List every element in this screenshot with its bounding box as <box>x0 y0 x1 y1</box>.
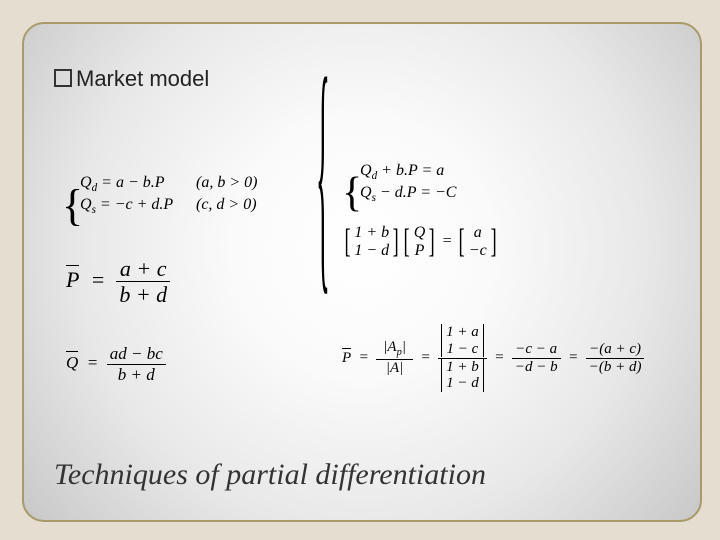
det-den-2: 1 − d <box>446 375 479 392</box>
det-num-2: 1 − c <box>446 341 479 358</box>
pbar-den: b + d <box>116 281 170 307</box>
m-x2: P <box>413 242 427 260</box>
eqn-p-determinant: P = |Ap| |A| = 1 + a1 − c 1 + b1 − d = −… <box>342 324 644 393</box>
eqn-qd: Qd = a − b.P <box>80 174 165 195</box>
m-a11: 1 + b <box>353 224 390 242</box>
eqn-r1: Qd + b.P = a <box>360 162 444 183</box>
heading-text: Market model <box>76 66 209 91</box>
footer-title: Techniques of partial differentiation <box>54 458 486 492</box>
det-num-1: 1 + a <box>446 324 479 341</box>
det-den-1: 1 + b <box>446 359 479 376</box>
brace-right-big: { <box>316 22 330 324</box>
eqn-qs: Qs = −c + d.P <box>80 196 173 217</box>
matrix-eqn: [ 1 + b 1 − d ][ Q P ] = [ a −c ] <box>342 224 499 259</box>
qbar-den: b + d <box>107 364 166 385</box>
rhs1-num: −c − a <box>512 341 561 358</box>
eqn-r2: Qs − d.P = −C <box>360 184 456 205</box>
m-a21: 1 − d <box>353 242 390 260</box>
pbar-lhs: P <box>66 265 79 292</box>
m-x1: Q <box>413 224 427 242</box>
pbar-num: a + c <box>116 256 170 281</box>
cond-ab: (a, b > 0) <box>196 174 257 192</box>
bullet-box-icon <box>54 69 72 87</box>
rhs2-den: −(b + d) <box>586 358 645 376</box>
slide-heading: Market model <box>54 66 209 92</box>
eqn-qbar: Q = ad − bc b + d <box>66 344 166 384</box>
slide-frame: Market model { Qd = a − b.P Qs = −c + d.… <box>22 22 702 522</box>
rhs2-num: −(a + c) <box>586 341 645 358</box>
eqn-pbar: P = a + c b + d <box>66 256 170 308</box>
cond-cd: (c, d > 0) <box>196 196 257 214</box>
qbar-num: ad − bc <box>107 344 166 364</box>
m-b2: −c <box>468 242 488 260</box>
m-b1: a <box>468 224 488 242</box>
qbar-lhs: Q <box>66 351 78 373</box>
rhs1-den: −d − b <box>512 358 561 376</box>
